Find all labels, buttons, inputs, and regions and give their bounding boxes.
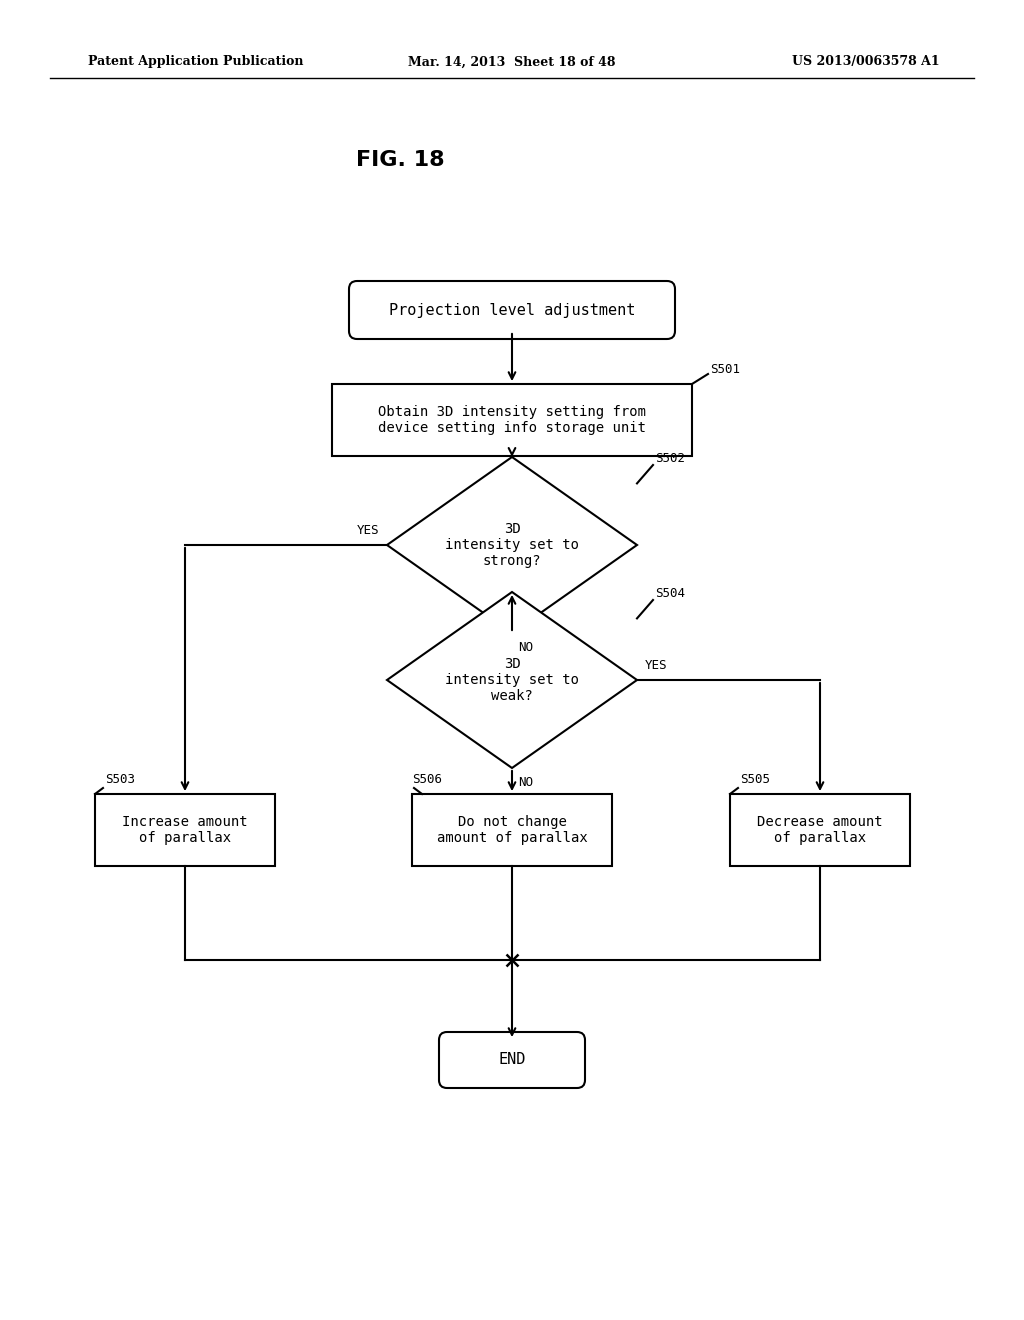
Text: FIG. 18: FIG. 18: [355, 150, 444, 170]
Text: S502: S502: [655, 451, 685, 465]
Text: YES: YES: [645, 659, 668, 672]
Bar: [332, 384, 692, 455]
Text: S504: S504: [655, 587, 685, 601]
Text: Do not change
amount of parallax: Do not change amount of parallax: [436, 814, 588, 845]
Text: 3D
intensity set to
weak?: 3D intensity set to weak?: [445, 657, 579, 704]
Text: S505: S505: [740, 774, 770, 785]
Text: END: END: [499, 1052, 525, 1068]
Text: NO: NO: [518, 776, 534, 789]
Text: Patent Application Publication: Patent Application Publication: [88, 55, 303, 69]
Text: S501: S501: [710, 363, 740, 376]
Text: Increase amount
of parallax: Increase amount of parallax: [122, 814, 248, 845]
Text: Obtain 3D intensity setting from
device setting info storage unit: Obtain 3D intensity setting from device …: [378, 405, 646, 436]
Text: Projection level adjustment: Projection level adjustment: [389, 302, 635, 318]
Text: Mar. 14, 2013  Sheet 18 of 48: Mar. 14, 2013 Sheet 18 of 48: [409, 55, 615, 69]
Text: 3D
intensity set to
strong?: 3D intensity set to strong?: [445, 521, 579, 568]
Polygon shape: [387, 591, 637, 768]
Bar: [95, 795, 275, 866]
Polygon shape: [387, 457, 637, 634]
Text: NO: NO: [518, 642, 534, 653]
Bar: [730, 795, 910, 866]
Bar: [412, 795, 612, 866]
FancyBboxPatch shape: [439, 1032, 585, 1088]
Text: Decrease amount
of parallax: Decrease amount of parallax: [757, 814, 883, 845]
Text: S503: S503: [105, 774, 135, 785]
Text: YES: YES: [356, 524, 379, 537]
Text: S506: S506: [412, 774, 442, 785]
Text: US 2013/0063578 A1: US 2013/0063578 A1: [793, 55, 940, 69]
FancyBboxPatch shape: [349, 281, 675, 339]
